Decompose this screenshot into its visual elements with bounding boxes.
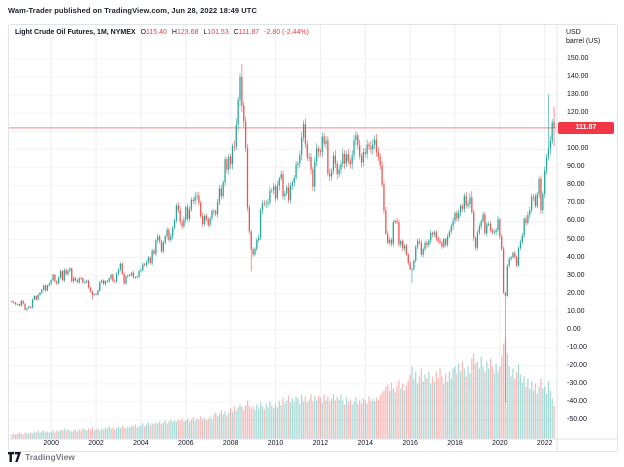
year-tick-label: 2008 bbox=[222, 440, 239, 447]
ohlc-values: O115.40 H123.68 L101.53 C111.87 bbox=[136, 29, 260, 36]
price-tick-label: 150.00 bbox=[567, 55, 589, 62]
footer-brand[interactable]: TradingView bbox=[8, 452, 75, 462]
year-tick-label: 2016 bbox=[402, 440, 418, 447]
price-tick-label: 70.00 bbox=[567, 199, 585, 207]
price-tick-label: 0.00 bbox=[567, 325, 581, 333]
price-tick-label: 140.00 bbox=[567, 73, 589, 81]
price-tick-label: -20.00 bbox=[567, 361, 587, 369]
footer-brand-label: TradingView bbox=[25, 452, 75, 462]
ohlc-letter: C bbox=[233, 29, 239, 36]
price-tick-label: 130.00 bbox=[567, 91, 589, 99]
ohlc-pair: C111.87 bbox=[234, 29, 259, 36]
year-tick-label: 2012 bbox=[312, 440, 329, 447]
price-tick-label: 10.00 bbox=[567, 307, 585, 315]
price-tick-label: -40.00 bbox=[567, 397, 587, 405]
year-tick-label: 2018 bbox=[447, 440, 463, 447]
year-tick-label: 2022 bbox=[536, 440, 553, 447]
volume-series bbox=[11, 338, 555, 439]
price-tick-label: -10.00 bbox=[567, 343, 587, 351]
gridlines bbox=[9, 25, 557, 439]
year-tick-label: 2002 bbox=[88, 440, 104, 447]
year-tick-label: 2010 bbox=[267, 440, 284, 447]
year-tick-label: 2020 bbox=[492, 440, 508, 447]
symbol-title: Light Crude Oil Futures, 1M, NYMEX bbox=[15, 29, 136, 36]
last-price-badge: 111.87 bbox=[558, 121, 614, 134]
candles-series bbox=[11, 63, 555, 403]
price-tick-label: 100.00 bbox=[567, 145, 589, 153]
price-tick-label: -30.00 bbox=[567, 379, 587, 387]
year-tick-label: 2014 bbox=[357, 440, 374, 447]
ohlc-letter: L bbox=[203, 29, 208, 36]
symbol-legend[interactable]: Light Crude Oil Futures, 1M, NYMEX O115.4… bbox=[15, 29, 309, 36]
ohlc-pair: O115.40 bbox=[141, 29, 167, 36]
year-tick-label: 2000 bbox=[43, 440, 59, 447]
ohlc-pair: H123.68 bbox=[172, 29, 198, 36]
price-axis-unit-line1: USD bbox=[566, 29, 581, 36]
price-tick-label: 40.00 bbox=[567, 253, 585, 261]
published-byline: Wam-Trader published on TradingView.com,… bbox=[8, 6, 258, 15]
tradingview-logo-icon bbox=[8, 452, 21, 462]
chart-frame: Light Crude Oil Futures, 1M, NYMEX O115.4… bbox=[8, 24, 618, 452]
price-tick-label: 120.00 bbox=[567, 109, 589, 117]
price-tick-label: 30.00 bbox=[567, 271, 585, 279]
ohlc-letter: O bbox=[140, 29, 147, 36]
price-axis-unit: USD barrel (US) bbox=[566, 28, 600, 46]
price-tick-label: 80.00 bbox=[567, 181, 585, 189]
year-tick-label: 2004 bbox=[133, 440, 149, 447]
change-value: -2.80 (-2.44%) bbox=[264, 29, 309, 36]
ohlc-letter: H bbox=[171, 29, 177, 36]
year-tick-label: 2006 bbox=[177, 440, 194, 447]
ohlc-pair: L101.53 bbox=[203, 29, 228, 36]
price-tick-label: 90.00 bbox=[567, 163, 585, 171]
ohlc-value: 115.40 bbox=[146, 29, 167, 36]
price-tick-label: -50.00 bbox=[567, 416, 587, 423]
price-axis-unit-line2: barrel (US) bbox=[566, 38, 601, 45]
ohlc-value: 123.68 bbox=[176, 29, 199, 36]
price-tick-label: 20.00 bbox=[567, 289, 585, 297]
axis-separators bbox=[9, 25, 617, 451]
price-chart-canvas[interactable] bbox=[9, 25, 617, 451]
price-tick-label: 50.00 bbox=[567, 235, 585, 243]
price-tick-label: 60.00 bbox=[567, 217, 585, 225]
ohlc-value: 111.87 bbox=[238, 29, 260, 36]
ohlc-value: 101.53 bbox=[207, 29, 229, 36]
